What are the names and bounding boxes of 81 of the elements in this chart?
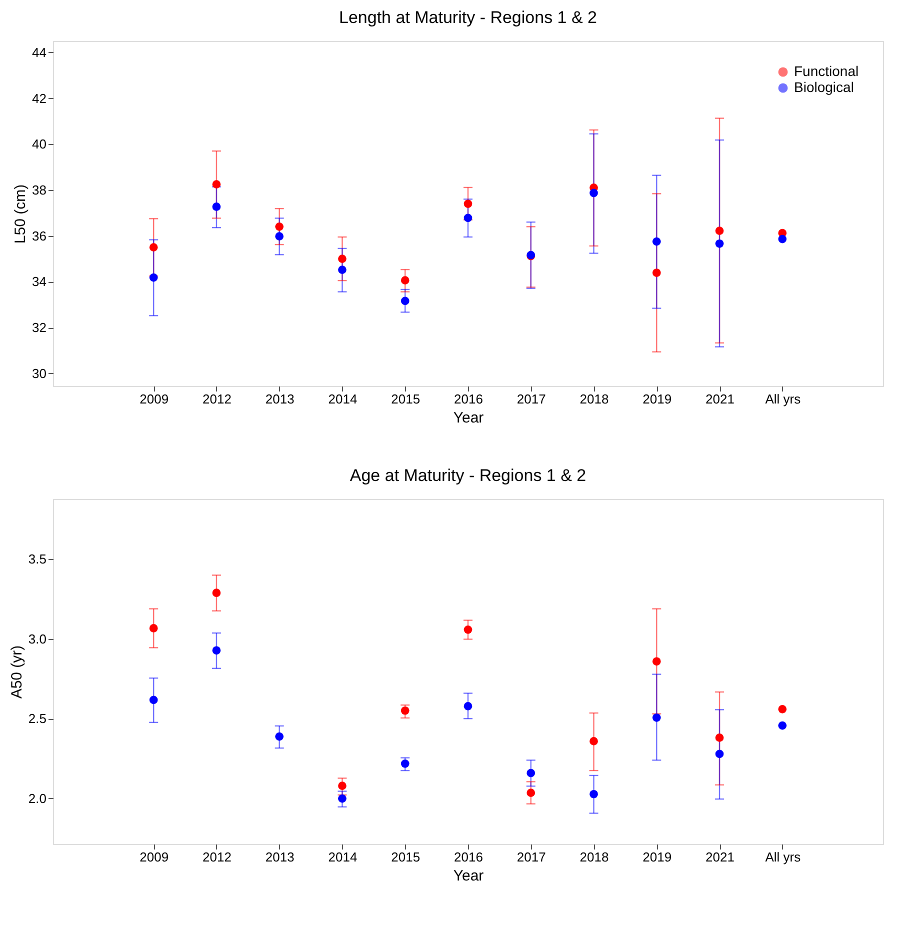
point [590, 790, 598, 798]
x-tick-label: All yrs [765, 392, 802, 406]
point [715, 226, 724, 235]
point [652, 237, 661, 246]
y-tick-label: 42 [32, 90, 46, 106]
x-tick-label: 2012 [202, 392, 232, 406]
point [778, 705, 787, 714]
y-tick-label: 2.0 [28, 790, 46, 806]
x-tick-label: 2016 [454, 392, 483, 406]
point [212, 202, 221, 211]
point [212, 646, 221, 655]
x-axis-title: Year [453, 410, 484, 426]
x-axis-title: Year [453, 868, 484, 884]
x-tick-label: 2009 [140, 850, 169, 864]
point [652, 713, 661, 722]
point [338, 782, 346, 790]
x-tick-label: 2021 [706, 850, 734, 864]
y-tick-label: 36 [32, 228, 46, 244]
point [464, 214, 472, 222]
point [400, 706, 410, 715]
x-tick-label: 2015 [391, 850, 420, 864]
x-tick-label: All yrs [765, 850, 802, 864]
x-tick-label: 2013 [265, 392, 294, 406]
point [212, 180, 221, 188]
y-tick-label: 30 [32, 366, 46, 381]
point [464, 625, 472, 634]
point [275, 232, 284, 240]
point [275, 222, 284, 231]
point [464, 200, 472, 208]
point [400, 760, 410, 768]
x-tick-label: 2009 [140, 392, 169, 406]
y-tick-label: 32 [32, 320, 46, 336]
x-tick-label: 2017 [516, 392, 546, 406]
point [590, 188, 598, 198]
y-tick-label: 3.0 [28, 631, 46, 646]
y-tick-label: 44 [32, 44, 46, 60]
point [149, 696, 158, 704]
chart-title: Length at Maturity - Regions 1 & 2 [339, 8, 597, 27]
point [338, 254, 346, 263]
y-axis-title: A50 (yr) [8, 645, 26, 699]
y-axis-title: L50 (cm) [12, 184, 30, 244]
x-tick-label: 2019 [642, 392, 672, 406]
point [526, 788, 536, 798]
y-tick-label: 3.5 [28, 552, 46, 567]
legend-label: Functional [794, 63, 859, 79]
point [652, 268, 661, 277]
chart-title: Age at Maturity - Regions 1 & 2 [350, 466, 586, 485]
point [149, 243, 158, 252]
point [212, 588, 221, 598]
point [400, 276, 410, 284]
x-tick-label: 2021 [706, 392, 734, 406]
point [149, 624, 158, 632]
legend-label: Biological [794, 79, 854, 95]
point [715, 750, 724, 758]
point [400, 296, 410, 306]
point [526, 768, 536, 778]
point [590, 737, 598, 746]
point [149, 273, 158, 282]
point [652, 657, 661, 666]
x-tick-label: 2012 [202, 850, 232, 864]
x-tick-label: 2018 [580, 392, 609, 406]
x-tick-label: 2017 [516, 850, 546, 864]
y-tick-label: 40 [32, 136, 46, 152]
x-tick-label: 2019 [642, 850, 672, 864]
y-tick-label: 2.5 [28, 711, 46, 726]
point [275, 732, 284, 741]
y-tick-label: 34 [32, 274, 46, 290]
point [338, 794, 346, 803]
point [778, 721, 787, 730]
point [715, 239, 724, 248]
x-tick-label: 2014 [328, 850, 358, 864]
x-tick-label: 2015 [391, 392, 420, 406]
x-tick-label: 2013 [265, 850, 294, 864]
point [338, 266, 346, 274]
x-tick-label: 2018 [580, 850, 609, 864]
x-tick-label: 2014 [328, 392, 358, 406]
point [778, 234, 787, 244]
x-tick-label: 2016 [454, 850, 483, 864]
point [464, 702, 472, 710]
point [715, 734, 724, 742]
y-tick-label: 38 [32, 182, 46, 198]
